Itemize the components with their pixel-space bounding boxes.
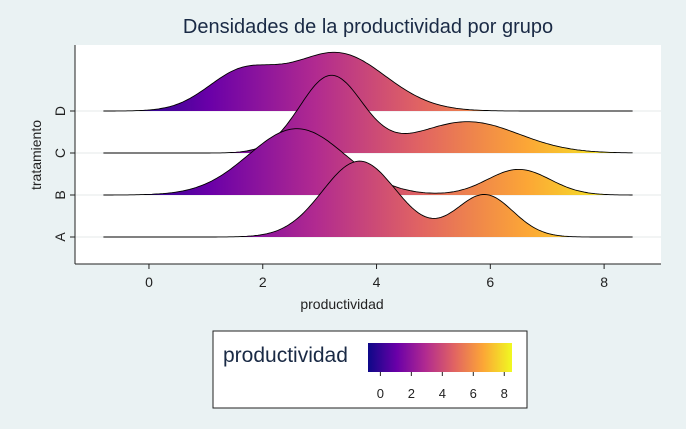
legend-tick-label-2: 2 — [408, 386, 415, 401]
legend-tick-label-0: 0 — [377, 386, 384, 401]
x-tick-label-2: 2 — [259, 274, 267, 290]
legend-title: productividad — [223, 344, 348, 367]
ridge-fill-B — [103, 128, 633, 195]
ridge-outline-A — [103, 160, 633, 238]
colorbar-legend: productividad 0 2 4 6 8 — [212, 330, 528, 409]
ridge-fill-D — [103, 52, 633, 111]
y-tick-label-D: D — [52, 106, 68, 116]
x-tick-label-8: 8 — [600, 274, 608, 290]
legend-colorbar — [368, 343, 512, 372]
ridge-outline-D — [103, 51, 633, 112]
legend-tick-label-6: 6 — [470, 386, 477, 401]
x-axis-label: productividad — [300, 296, 383, 312]
legend-tick-label-8: 8 — [501, 386, 508, 401]
ridge-fill-A — [103, 161, 633, 237]
ridge-outline-C — [103, 74, 633, 154]
y-tick-label-C: C — [52, 148, 68, 158]
x-tick-label-4: 4 — [373, 274, 381, 290]
y-axis-label: tratamiento — [28, 120, 44, 190]
legend-tick-label-4: 4 — [439, 386, 446, 401]
density-ridges — [103, 51, 633, 238]
axes: 0 2 4 6 8 A B C D — [52, 45, 661, 290]
y-tick-label-A: A — [52, 232, 68, 242]
y-tick-label-B: B — [52, 190, 68, 199]
chart-title: Densidades de la productividad por grupo — [183, 16, 553, 38]
x-tick-label-0: 0 — [145, 274, 153, 290]
ridge-fill-C — [103, 75, 633, 153]
x-tick-label-6: 6 — [486, 274, 494, 290]
